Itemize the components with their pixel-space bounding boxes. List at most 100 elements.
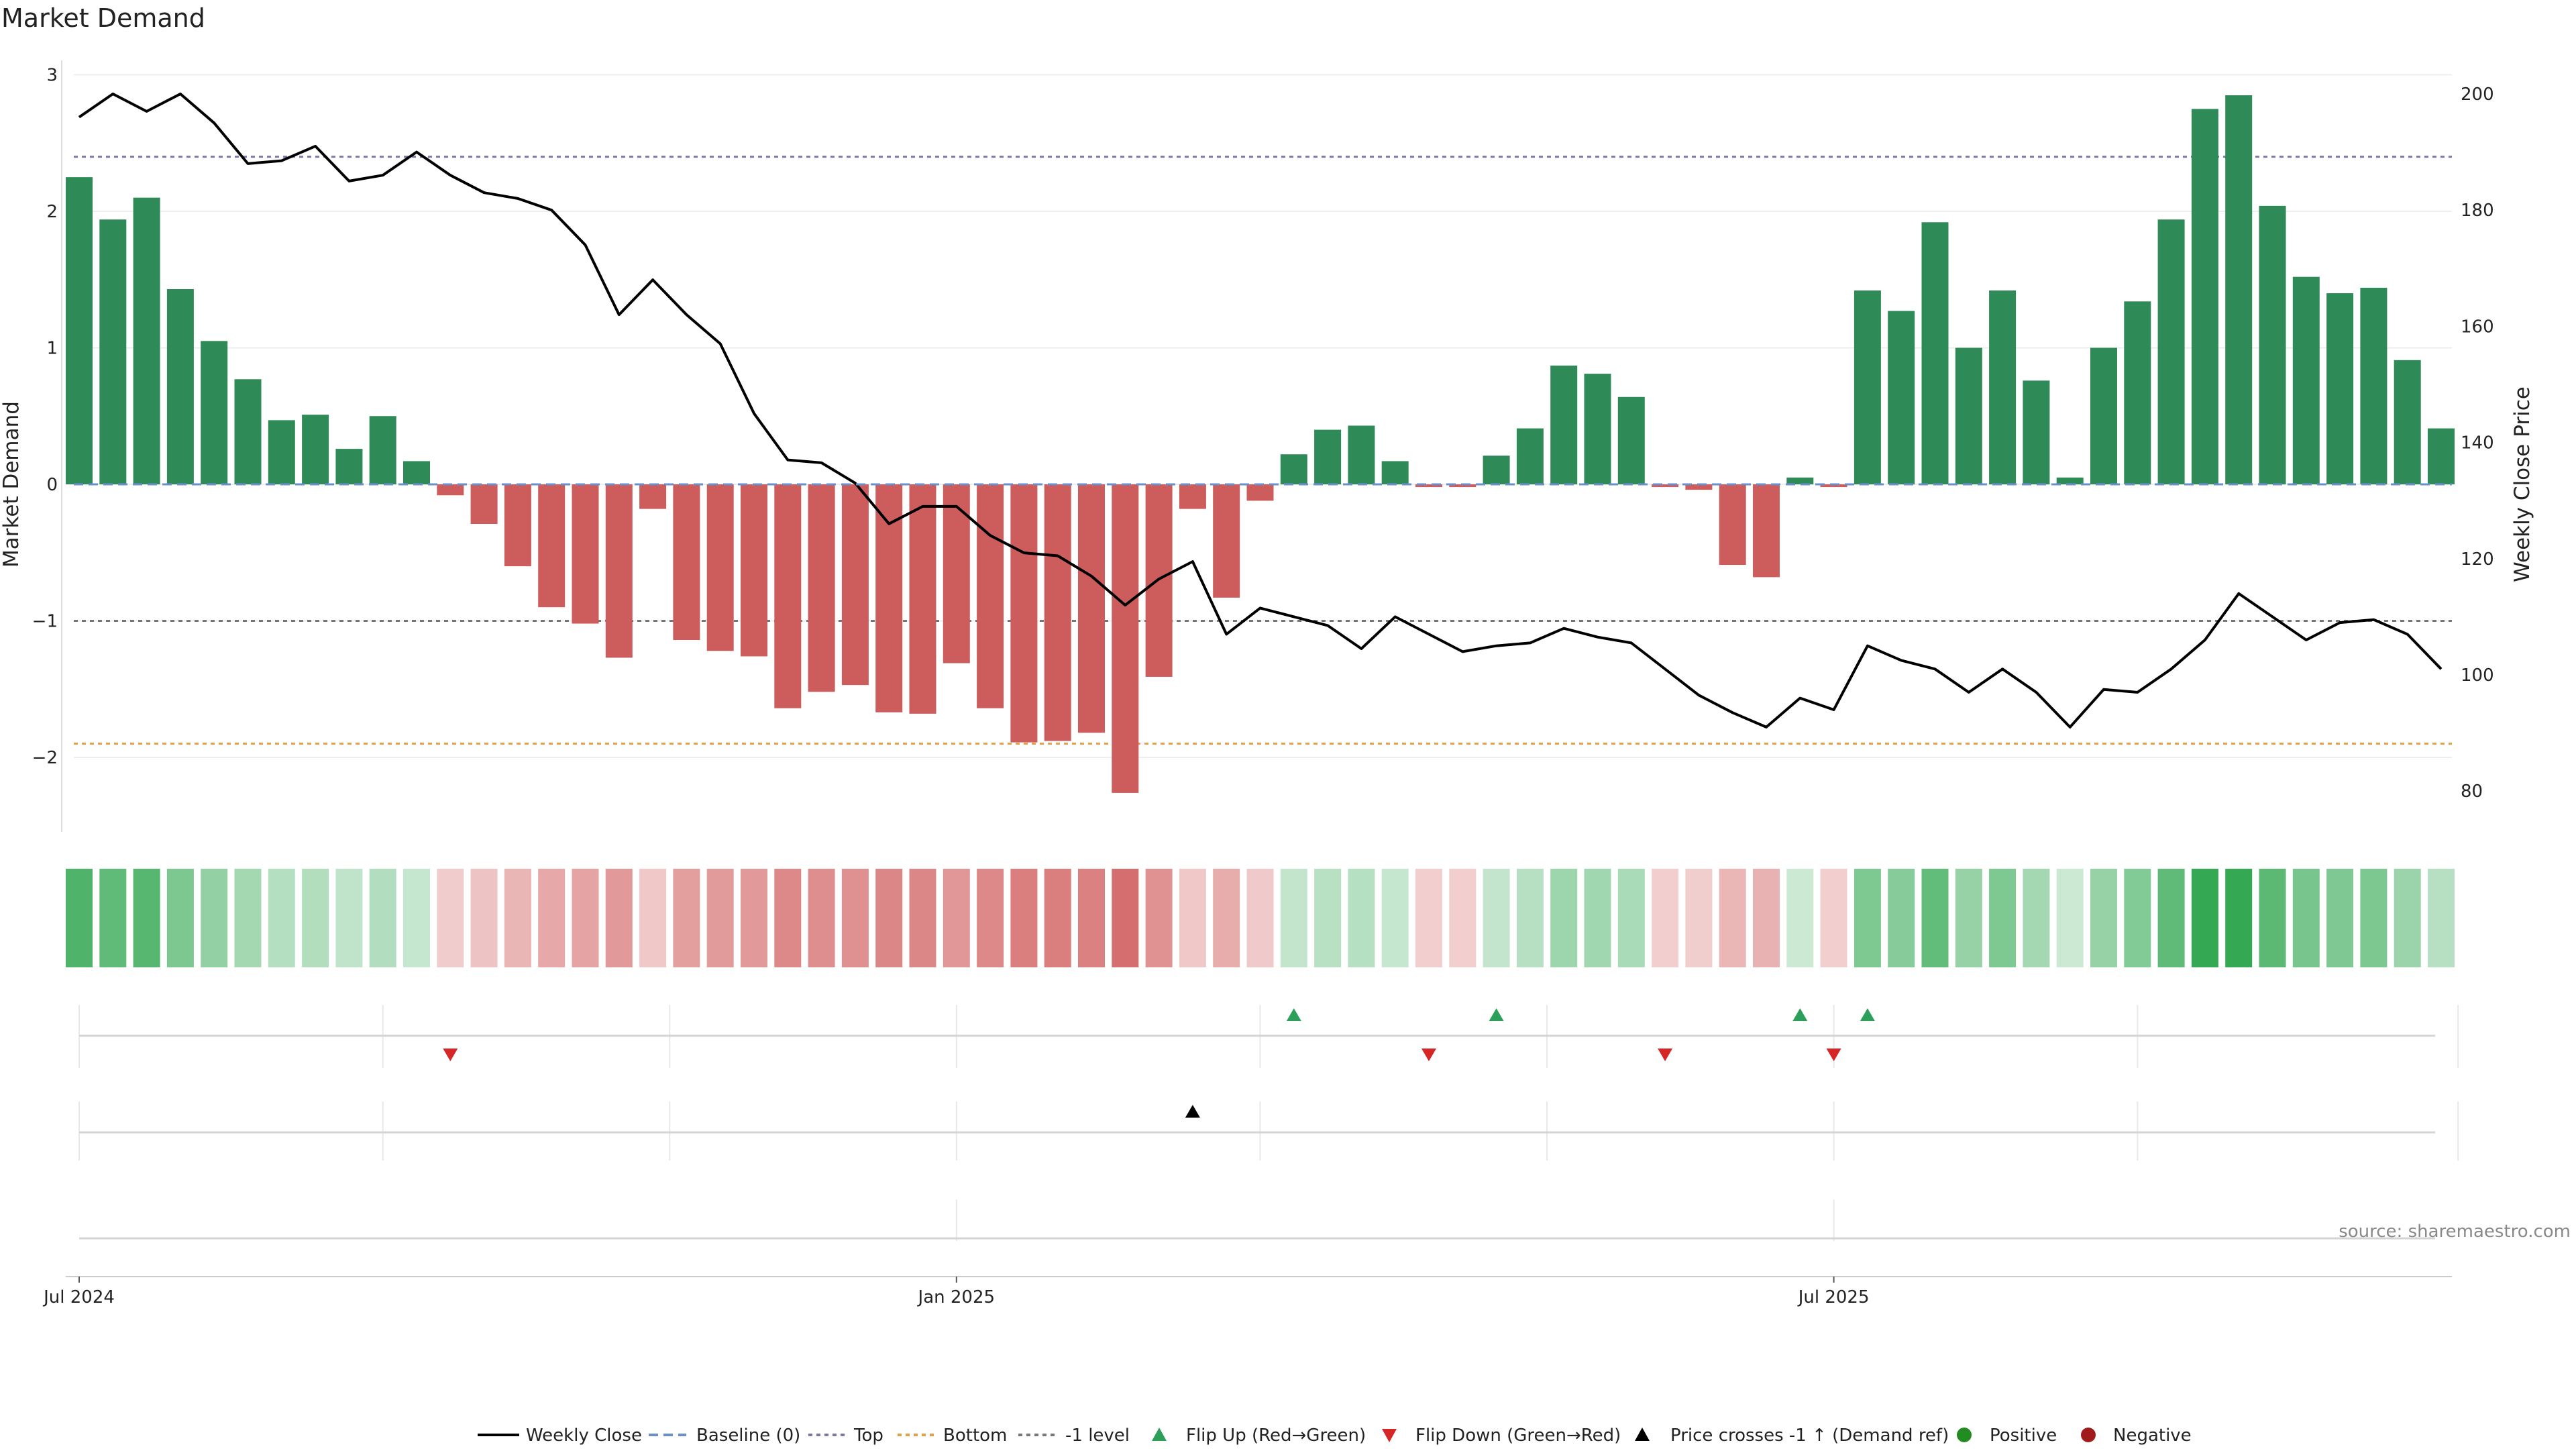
demand-bar — [1955, 347, 1982, 484]
heat-cell — [538, 869, 566, 967]
legend-up-triangle — [1152, 1428, 1167, 1441]
demand-bar — [335, 449, 363, 484]
heat-cell — [1820, 869, 1847, 967]
heat-cell — [1617, 869, 1645, 967]
heat-cell — [1415, 869, 1442, 967]
demand-bar — [605, 484, 633, 658]
demand-bar — [808, 484, 835, 692]
demand-bar — [977, 484, 1004, 708]
heat-cell — [470, 869, 498, 967]
source-label: source: sharemaestro.com — [2339, 1222, 2571, 1242]
heat-cell — [1516, 869, 1544, 967]
legend-dot — [1957, 1428, 1972, 1442]
axes: 3 2 1 0 −1 −2 200 180 160 140 120 100 80 Market Deman… — [0, 60, 2534, 832]
demand-bar — [369, 416, 396, 484]
heat-cell — [302, 869, 329, 967]
y-tick-label-right: 200 — [2461, 85, 2494, 105]
flip-up-marker — [1286, 1008, 1301, 1021]
demand-bar — [1314, 429, 1342, 484]
heat-cell — [2326, 869, 2354, 967]
demand-bar — [774, 484, 802, 708]
demand-bar — [1584, 374, 1611, 484]
demand-bar — [1719, 484, 1746, 566]
heat-cell — [335, 869, 363, 967]
legend-label: Bottom — [943, 1426, 1007, 1446]
heat-cell — [133, 869, 160, 967]
flip-down-marker — [443, 1049, 458, 1061]
heat-cell — [741, 869, 767, 967]
heat-cell — [369, 869, 396, 967]
heat-cell — [977, 869, 1004, 967]
y-tick-label-right: 140 — [2461, 433, 2494, 453]
heat-cell — [1786, 869, 1814, 967]
flip-down-marker — [1826, 1049, 1841, 1061]
heat-cell — [1112, 869, 1139, 967]
heat-cell — [2225, 869, 2253, 967]
legend-label: Price crosses -1 ↑ (Demand ref) — [1670, 1426, 1949, 1446]
heat-cell — [1449, 869, 1477, 967]
demand-bar — [706, 484, 734, 651]
y-tick-label-left: 2 — [46, 202, 58, 222]
heat-cell — [774, 869, 802, 967]
y-tick-label-left: −2 — [32, 748, 58, 768]
heat-cell — [234, 869, 262, 967]
demand-bar — [166, 288, 194, 484]
heat-cell — [1213, 869, 1240, 967]
legend: Weekly Close Baseline (0) Top Bottom -1 leve… — [478, 1426, 2192, 1446]
heat-cell — [1550, 869, 1578, 967]
demand-bar — [504, 484, 531, 567]
y-tick-label-right: 180 — [2461, 201, 2494, 221]
demand-bar — [2023, 380, 2050, 484]
demand-bar — [2056, 477, 2084, 484]
heat-cell — [572, 869, 599, 967]
demand-bar — [741, 484, 767, 657]
demand-bar — [1820, 484, 1847, 488]
y-tick-label-left: 3 — [46, 66, 58, 86]
demand-bar — [2191, 109, 2218, 484]
demand-bar — [2124, 301, 2151, 484]
demand-bar — [1381, 461, 1409, 484]
heat-cell — [1280, 869, 1307, 967]
heat-cell — [1652, 869, 1679, 967]
demand-bar — [133, 197, 160, 484]
flip-up-marker — [1489, 1008, 1504, 1021]
demand-heat-strip — [66, 869, 2455, 967]
legend-dot — [2081, 1428, 2096, 1442]
heat-cell — [2056, 869, 2084, 967]
heat-cell — [2124, 869, 2151, 967]
demand-bar — [1280, 454, 1307, 484]
demand-bar — [1078, 484, 1105, 733]
y-tick-label-right: 80 — [2461, 782, 2483, 802]
heat-cell — [639, 869, 667, 967]
x-tick-label: Jul 2024 — [42, 1287, 115, 1307]
heat-cell — [2090, 869, 2117, 967]
x-axis: Jul 2024 Jan 2025 Jul 2025 — [42, 1276, 2452, 1307]
heat-cell — [1854, 869, 1881, 967]
legend-label: Flip Down (Green→Red) — [1415, 1426, 1621, 1446]
demand-bar — [909, 484, 936, 714]
flip-up-marker — [1792, 1008, 1808, 1021]
demand-bar — [437, 484, 464, 496]
demand-bar — [1652, 484, 1679, 488]
demand-bar — [99, 219, 127, 484]
heat-cell — [2023, 869, 2050, 967]
heat-cell — [1584, 869, 1611, 967]
demand-bar — [2326, 293, 2354, 484]
legend-label: Flip Up (Red→Green) — [1186, 1426, 1366, 1446]
heat-cell — [841, 869, 869, 967]
heat-cell — [673, 869, 700, 967]
heat-cell — [706, 869, 734, 967]
event-markers — [78, 1005, 2459, 1241]
heat-cell — [2191, 869, 2218, 967]
heat-cell — [1483, 869, 1510, 967]
legend-label: Negative — [2113, 1426, 2192, 1446]
demand-bar — [403, 461, 430, 484]
flip-up-marker — [1860, 1008, 1875, 1021]
heat-cell — [1685, 869, 1713, 967]
flip-down-marker — [1658, 1049, 1673, 1061]
y-tick-label-right: 160 — [2461, 317, 2494, 337]
demand-bar — [66, 177, 93, 484]
heat-cell — [2292, 869, 2320, 967]
demand-bar — [201, 341, 228, 484]
